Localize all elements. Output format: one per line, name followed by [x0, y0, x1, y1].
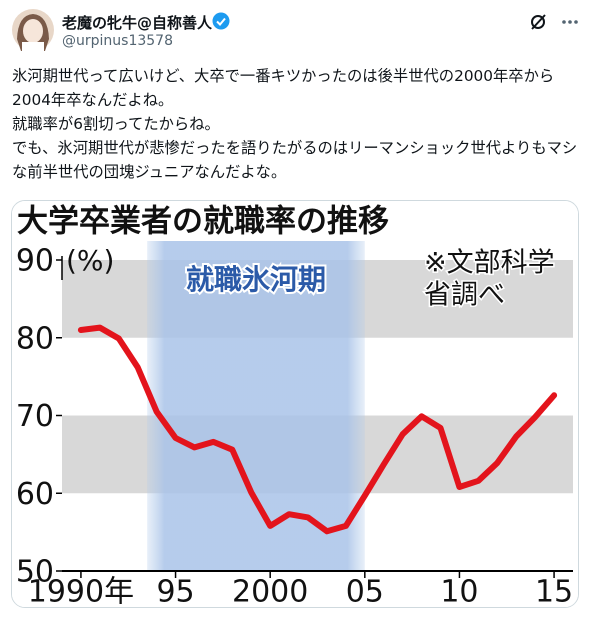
- verified-badge: [212, 12, 230, 30]
- user-handle[interactable]: @urpinus13578: [62, 33, 173, 49]
- x-tick-label: 95: [156, 575, 194, 608]
- y-tick-label: 50: [16, 555, 54, 590]
- x-tick-label: 2000: [232, 575, 308, 608]
- period-label: 就職氷河期: [186, 263, 326, 296]
- avatar[interactable]: [12, 9, 54, 51]
- more-icon[interactable]: [560, 12, 580, 32]
- y-axis-label: (%): [66, 244, 114, 277]
- chart-image[interactable]: 就職氷河期 50 60 70 80 90 (%) 1990年 95 2000 05 10 15 大学卒業者…: [11, 200, 579, 608]
- x-tick-label: 10: [440, 575, 478, 608]
- x-tick-label: 15: [535, 575, 573, 608]
- chart: 就職氷河期 50 60 70 80 90 (%) 1990年 95 2000 05 10 15 大学卒業者…: [12, 201, 578, 607]
- y-tick-label: 70: [16, 399, 54, 434]
- y-tick-label: 90: [16, 244, 54, 279]
- x-tick-label: 1990年: [28, 575, 134, 608]
- chart-title: 大学卒業者の就職率の推移: [17, 204, 389, 240]
- grok-icon[interactable]: [528, 12, 548, 32]
- paragraph: 就職率が6割切ってたからね。: [12, 115, 220, 133]
- data-line: [77, 324, 558, 535]
- paragraph: 氷河期世代って広いけど、大卒で一番キツかったのは後半世代の2000年卒から200…: [12, 67, 555, 109]
- y-tick-label: 60: [16, 477, 54, 512]
- user-name[interactable]: 老魔の牝牛@自称善人: [62, 14, 213, 32]
- shaded-period: [147, 241, 365, 571]
- tweet-text: 氷河期世代って広いけど、大卒で一番キツかったのは後半世代の2000年卒から200…: [12, 64, 584, 184]
- y-tick-label: 80: [16, 321, 54, 356]
- x-tick-label: 05: [346, 575, 384, 608]
- chart-note: ※文部科学: [424, 248, 555, 279]
- paragraph: でも、氷河期世代が悲惨だったを語りたがるのはリーマンショック世代よりもマシな前半…: [12, 139, 578, 181]
- chart-note: 省調べ: [424, 280, 505, 311]
